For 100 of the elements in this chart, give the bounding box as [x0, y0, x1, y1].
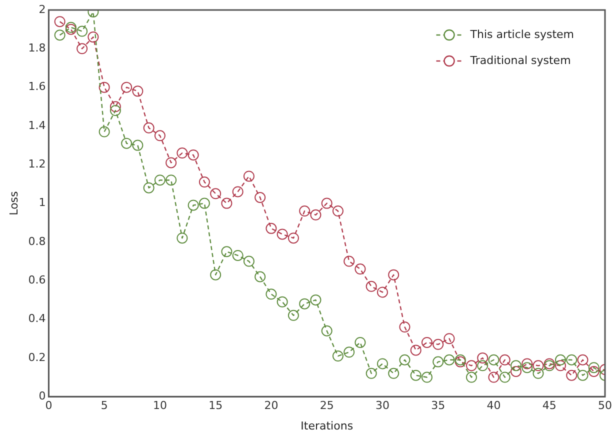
point — [577, 370, 588, 381]
point — [76, 26, 88, 37]
point — [354, 264, 366, 275]
y-tick-label: 1.6 — [28, 80, 46, 94]
point — [232, 250, 244, 261]
point — [288, 310, 299, 321]
point — [310, 209, 322, 220]
point — [110, 105, 121, 116]
point — [588, 362, 600, 374]
point — [154, 174, 166, 186]
point — [388, 368, 400, 379]
x-axis-title: Iterations — [300, 419, 354, 432]
x-tick-label: 25 — [320, 399, 334, 412]
point — [198, 176, 210, 188]
point — [488, 372, 500, 383]
point — [410, 370, 422, 381]
point — [444, 354, 455, 366]
point — [166, 157, 177, 168]
point — [522, 358, 533, 370]
point — [266, 222, 277, 234]
y-tick-label: 1 — [38, 196, 46, 210]
point — [432, 338, 444, 350]
x-tick-label: 45 — [542, 399, 556, 412]
y-tick-label: 0.6 — [28, 273, 46, 286]
point — [221, 198, 232, 209]
point — [421, 372, 432, 383]
y-axis-title: Loss — [7, 190, 20, 216]
x-tick-label: 15 — [208, 399, 223, 412]
x-tick-label: 10 — [152, 399, 167, 412]
point — [532, 368, 544, 379]
y-tick-label: 2 — [38, 2, 46, 16]
legend-label: This article system — [469, 28, 574, 41]
point — [299, 206, 310, 217]
y-tick-label: 1.4 — [28, 118, 46, 132]
point — [254, 192, 266, 203]
point — [54, 30, 66, 41]
point — [276, 296, 288, 308]
point — [444, 333, 455, 344]
point — [388, 269, 400, 280]
point — [522, 362, 533, 374]
point — [121, 138, 132, 149]
point — [354, 336, 366, 348]
point — [98, 126, 110, 138]
point — [132, 86, 144, 97]
y-tick-label: 0.8 — [28, 234, 46, 248]
point — [310, 294, 322, 306]
point — [188, 149, 199, 160]
point — [399, 354, 410, 366]
point — [176, 232, 188, 244]
point — [143, 122, 154, 134]
y-tick-label: 1.8 — [28, 42, 46, 55]
point — [566, 354, 578, 366]
point — [499, 354, 510, 366]
point — [299, 298, 310, 310]
legend-label: Traditional system — [469, 54, 571, 67]
point — [166, 174, 177, 186]
y-tick-label: 1.2 — [28, 158, 46, 170]
point — [332, 206, 344, 217]
x-tick-label: 35 — [431, 399, 446, 412]
point — [376, 358, 388, 370]
point — [421, 336, 432, 348]
point — [554, 354, 566, 366]
point — [221, 246, 232, 258]
point — [399, 322, 410, 333]
point — [54, 16, 66, 28]
point — [88, 32, 99, 43]
point — [321, 198, 332, 209]
point — [532, 360, 544, 372]
point — [510, 366, 522, 377]
y-tick-label: 0 — [38, 389, 46, 402]
point — [76, 43, 88, 54]
point — [477, 360, 488, 372]
point — [198, 198, 210, 209]
point — [344, 256, 355, 267]
point — [466, 360, 477, 372]
point — [266, 288, 277, 300]
point — [588, 366, 600, 377]
point — [432, 356, 444, 368]
point — [366, 280, 377, 292]
point — [188, 200, 199, 211]
point — [510, 360, 522, 372]
point — [154, 130, 166, 142]
point — [488, 354, 500, 366]
point — [410, 344, 422, 356]
point — [232, 186, 244, 198]
point — [243, 256, 254, 267]
x-tick-label: 5 — [100, 399, 108, 412]
point — [210, 269, 222, 280]
point — [276, 228, 288, 240]
point — [321, 325, 332, 336]
point — [344, 346, 355, 358]
y-tick-label: 0.4 — [28, 312, 46, 326]
point — [554, 360, 566, 372]
point — [98, 82, 110, 93]
point — [121, 82, 132, 93]
point — [176, 148, 188, 159]
point — [332, 350, 344, 362]
x-tick-label: 40 — [486, 399, 501, 412]
point — [243, 170, 254, 182]
point — [376, 286, 388, 298]
